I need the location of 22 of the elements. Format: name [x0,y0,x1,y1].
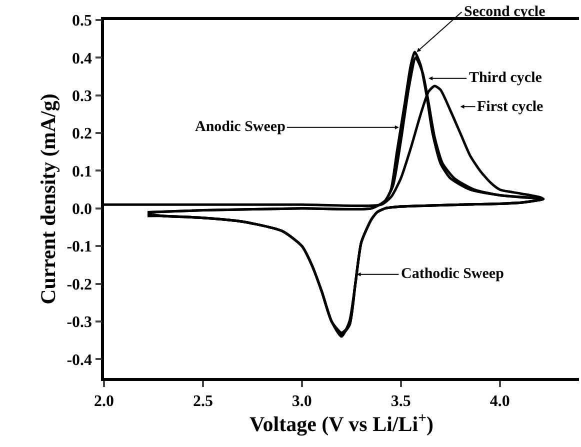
y-tick-label: -0.4 [66,352,92,369]
y-tick-label: 0.5 [72,12,92,30]
y-tick-label: 0.2 [72,126,92,143]
y-tick-label: -0.3 [66,314,92,332]
annotation: Cathodic Sweep [401,266,504,282]
x-tick-label: 2.0 [94,392,114,410]
annotation: Anodic Sweep [195,119,286,135]
x-tick-label: 3.0 [292,392,312,410]
annotation: Third cycle [469,70,542,86]
x-tick-label: 3.5 [390,392,411,410]
y-tick-label: -0.2 [66,276,92,294]
y-axis-title: Current density (mA/g) [36,94,60,304]
y-tick-label: -0.1 [66,238,92,256]
x-tick-label: 4.0 [490,392,510,410]
annotation: Second cycle [464,4,546,20]
y-tick-label: 0.3 [72,88,92,105]
x-axis-title: Voltage (V vs Li/Li$^{+}$) [250,410,434,436]
y-tick-label: 0.0 [72,201,92,218]
x-tick-label: 2.5 [192,392,213,410]
y-tick-label: 0.1 [72,163,92,180]
y-tick-label: 0.4 [72,50,92,68]
annotation: First cycle [477,99,544,115]
